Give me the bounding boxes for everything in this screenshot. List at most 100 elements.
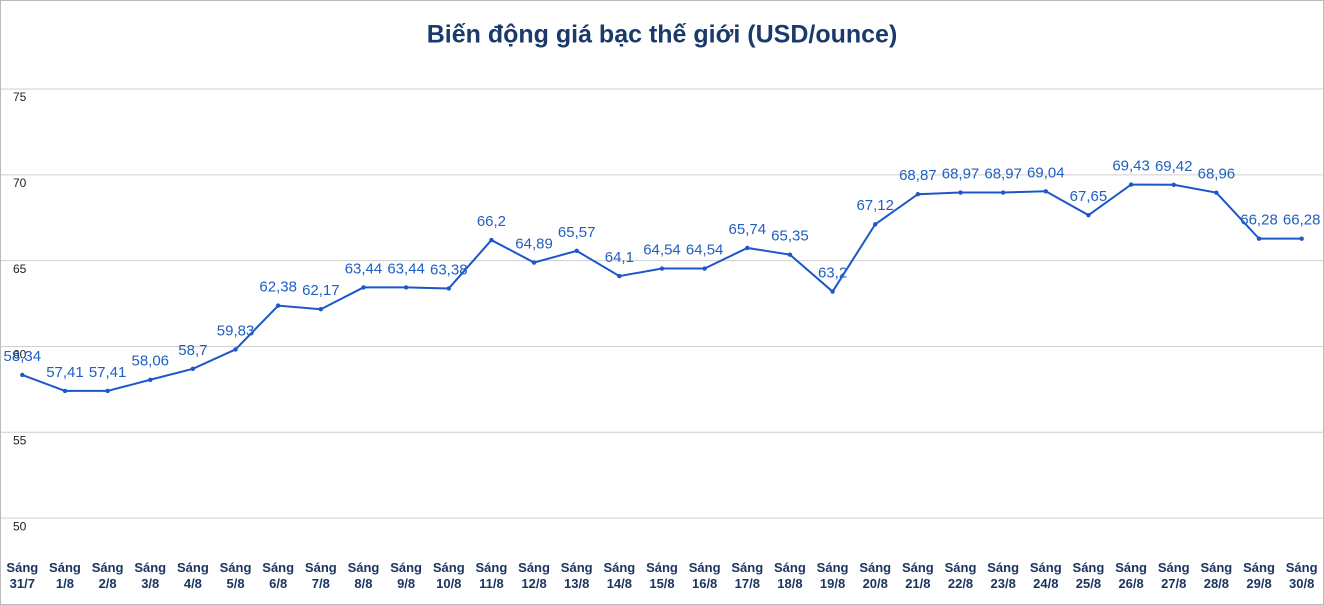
data-label: 66,28 — [1240, 212, 1278, 229]
point — [1256, 236, 1262, 241]
point — [361, 285, 366, 290]
x-tick-label: Sáng 3/8 — [134, 560, 167, 591]
point — [105, 388, 110, 394]
data-label: 69,42 — [1155, 158, 1193, 175]
point — [745, 245, 750, 251]
data-label: 68,97 — [984, 165, 1022, 182]
x-tick-label: Sáng 18/8 — [774, 560, 806, 591]
data-label: 62,17 — [302, 282, 340, 299]
point — [489, 237, 494, 243]
x-tick-label: Sáng 26/8 — [1115, 560, 1147, 591]
data-label: 58,06 — [131, 353, 169, 370]
data-label: 64,54 — [643, 242, 681, 259]
point — [403, 285, 409, 290]
chart-title: Biến động giá bạc thế giới (USD/ounce) — [427, 21, 898, 49]
data-label: 62,38 — [259, 279, 297, 296]
point — [873, 222, 878, 227]
data-label: 63,44 — [345, 260, 383, 277]
x-tick-label: Sáng 14/8 — [603, 560, 636, 591]
point — [531, 260, 537, 265]
y-tick-label: 70 — [13, 176, 27, 190]
point — [1000, 190, 1006, 195]
x-tick-label: Sáng 6/8 — [262, 560, 295, 591]
x-tick-label: Sáng 25/8 — [1072, 560, 1105, 591]
point — [787, 252, 793, 257]
point — [830, 289, 835, 294]
point — [1299, 236, 1304, 241]
x-tick-label: Sáng 15/8 — [646, 560, 678, 591]
y-tick-label: 75 — [13, 90, 27, 104]
point — [617, 273, 622, 279]
point — [62, 388, 68, 394]
point — [915, 192, 921, 197]
x-tick-label: Sáng 31/7 — [6, 560, 39, 591]
data-label: 64,1 — [605, 249, 634, 266]
point — [20, 372, 25, 378]
data-label: 67,65 — [1070, 188, 1108, 205]
x-tick-label: Sáng 22/8 — [944, 560, 977, 591]
point — [574, 248, 579, 254]
data-label: 66,28 — [1283, 212, 1321, 229]
y-tick-label: 55 — [13, 433, 27, 447]
point — [190, 366, 196, 371]
x-tick-label: Sáng 27/8 — [1157, 560, 1190, 591]
y-tick-label: 60 — [13, 348, 27, 362]
point — [659, 266, 665, 271]
point — [1128, 182, 1134, 187]
x-tick-label: Sáng 11/8 — [475, 560, 508, 591]
point — [318, 307, 324, 312]
x-tick-label: Sáng 16/8 — [688, 560, 721, 591]
x-tick-label: Sáng 9/8 — [390, 560, 423, 591]
x-tick-label: Sáng 12/8 — [518, 560, 550, 591]
point — [702, 266, 707, 271]
point — [1171, 182, 1176, 187]
x-tick-label: Sáng 2/8 — [91, 560, 124, 591]
x-tick-label: Sáng 17/8 — [731, 560, 764, 591]
data-label: 59,83 — [217, 322, 255, 339]
x-tick-label: Sáng 13/8 — [560, 560, 593, 591]
x-tick-label: Sáng 19/8 — [816, 560, 849, 591]
data-label: 58,7 — [178, 342, 207, 359]
point — [233, 347, 238, 352]
x-tick-label: Sáng 30/8 — [1285, 560, 1318, 591]
x-tick-label: Sáng 28/8 — [1200, 560, 1233, 591]
x-tick-label: Sáng 1/8 — [49, 560, 81, 591]
x-tick-label: Sáng 21/8 — [901, 560, 934, 591]
data-label: 66,2 — [477, 213, 506, 230]
data-label: 68,96 — [1198, 166, 1236, 183]
x-tick-label: Sáng 20/8 — [859, 560, 892, 591]
x-tick-label: Sáng 23/8 — [987, 560, 1020, 591]
x-tick-label: Sáng 29/8 — [1243, 560, 1275, 591]
data-label: 58,34 — [4, 348, 42, 365]
point — [1043, 189, 1049, 194]
data-label: 69,43 — [1112, 158, 1150, 175]
data-label: 67,12 — [856, 197, 894, 214]
data-label: 68,87 — [899, 167, 937, 184]
x-tick-label: Sáng 24/8 — [1029, 560, 1062, 591]
data-label: 64,89 — [515, 236, 553, 253]
data-label: 63,2 — [818, 265, 847, 282]
data-label: 63,44 — [387, 260, 425, 277]
data-label: 63,38 — [430, 261, 468, 278]
point — [958, 190, 963, 195]
data-label: 64,54 — [686, 242, 724, 259]
x-tick-label: Sáng 7/8 — [304, 560, 337, 591]
x-tick-label: Sáng 8/8 — [347, 560, 380, 591]
data-label: 65,74 — [729, 221, 767, 238]
data-label: 65,57 — [558, 224, 596, 241]
point — [1086, 212, 1091, 218]
data-label: 69,04 — [1027, 164, 1065, 181]
data-label: 68,97 — [942, 165, 980, 182]
y-tick-label: 65 — [13, 262, 27, 276]
y-tick-label: 50 — [13, 519, 27, 533]
x-tick-label: Sáng 4/8 — [176, 560, 209, 591]
data-label: 65,35 — [771, 228, 809, 245]
point — [446, 286, 451, 291]
point — [275, 303, 281, 308]
data-label: 57,41 — [89, 364, 127, 381]
point — [1214, 190, 1219, 195]
x-tick-label: Sáng 5/8 — [219, 560, 252, 591]
line — [21, 183, 1302, 392]
